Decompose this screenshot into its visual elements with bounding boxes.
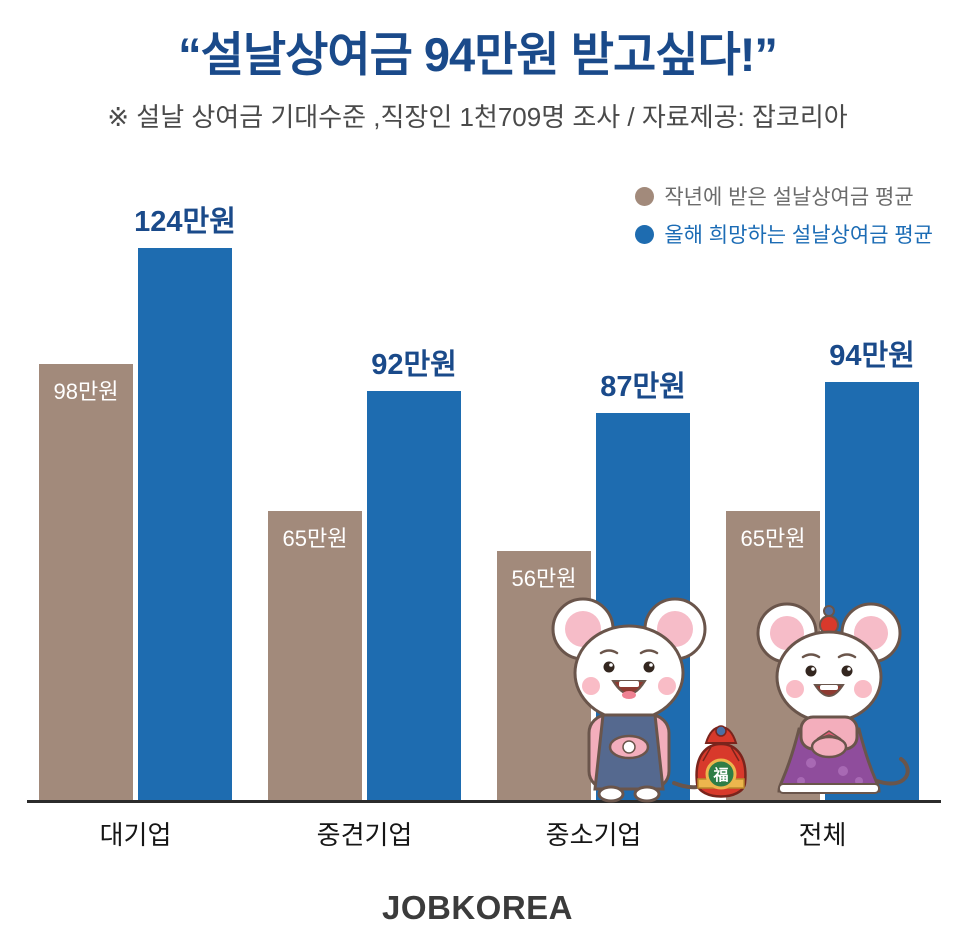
category-label-2: 중소기업 — [545, 820, 642, 850]
mouse-hands — [810, 735, 848, 759]
pouch-knot — [715, 725, 727, 737]
category-label-0: 대기업 — [99, 820, 172, 850]
legend: 작년에 받은 설날상여금 평균 올해 희망하는 설날상여금 평균 — [635, 181, 933, 249]
mouse-tail — [875, 757, 910, 786]
pouch-medallion — [705, 758, 737, 790]
legend-item-this-year: 올해 희망하는 설날상여금 평균 — [635, 219, 933, 249]
bar-group-0: 98만원 124만원 — [39, 198, 236, 800]
legend-dot-last-year — [635, 186, 655, 206]
legend-label-this-year: 올해 희망하는 설날상여금 평균 — [664, 224, 933, 247]
eye-highlight — [811, 667, 815, 671]
bar-value-label: 98만원 — [53, 379, 119, 404]
mouse-girl-mascot — [756, 602, 910, 794]
legend-label-last-year: 작년에 받은 설날상여금 평균 — [664, 186, 914, 209]
mouse-cheek — [854, 680, 872, 698]
eye-highlight — [649, 663, 653, 667]
bar-value-label: 87만원 — [600, 371, 686, 403]
bar-this-year-1 — [367, 391, 461, 800]
skirt-dot — [838, 766, 848, 776]
subtitle: ※ 설날 상여금 기대수준 ,직장인 1천709명 조사 / 자료제공: 잡코리… — [107, 102, 848, 132]
mouse-teeth — [619, 681, 639, 687]
bar-this-year-0 — [138, 248, 232, 800]
skirt-dot — [806, 758, 816, 768]
mouse-cheek — [786, 680, 804, 698]
mouse-eyebrow — [599, 649, 619, 655]
legend-item-last-year: 작년에 받은 설날상여금 평균 — [635, 181, 933, 211]
bar-value-label: 65만원 — [282, 526, 348, 551]
mouse-cheek — [658, 677, 676, 695]
bar-value-label: 65만원 — [740, 526, 806, 551]
bar-value-label: 124만원 — [134, 206, 236, 238]
mouse-eye — [841, 665, 853, 677]
bar-value-label: 56만원 — [511, 566, 577, 591]
bar-chart: 98만원 124만원 65만원 92만원 56만원 87만원 65만원 94만원 — [27, 193, 941, 852]
mouse-cheek — [582, 677, 600, 695]
mouse-eye — [603, 661, 615, 673]
bar-last-year-1: 65만원 — [268, 511, 362, 800]
mouse-teeth — [820, 685, 838, 690]
mouse-foot — [597, 785, 625, 803]
bar-column-1: 92만원 — [367, 341, 461, 800]
eye-highlight — [847, 667, 851, 671]
pouch-pleat — [730, 746, 740, 762]
legend-dot-this-year — [635, 224, 655, 244]
pouch-fortune-character: 福 — [712, 766, 728, 784]
category-label-3: 전체 — [798, 820, 847, 850]
mouse-head — [573, 624, 685, 722]
bar-value-label: 94만원 — [829, 340, 915, 372]
skirt-hem — [778, 783, 880, 794]
mouse-eyebrow — [837, 653, 857, 659]
mouse-eyebrow — [639, 649, 659, 655]
category-label-1: 중견기업 — [316, 820, 413, 850]
mouse-boy-mascot — [551, 597, 714, 803]
mouse-eyebrow — [801, 653, 821, 659]
mascot-illustration: 福 — [551, 597, 910, 803]
mouse-paw — [622, 740, 636, 754]
bar-column-0: 124만원 — [134, 198, 236, 800]
bar-value-label: 92만원 — [371, 349, 457, 381]
jobkorea-logo: JOBKOREA — [381, 889, 574, 926]
mouse-tongue — [622, 691, 636, 699]
category-axis: 대기업 중견기업 중소기업 전체 — [27, 803, 941, 852]
bar-group-1: 65만원 92만원 — [268, 341, 461, 800]
page-title: “설날상여금 94만원 받고싶다!” — [178, 28, 778, 81]
mouse-head — [775, 630, 883, 724]
eye-highlight — [609, 663, 613, 667]
mouse-eye — [805, 665, 817, 677]
mouse-foot — [633, 785, 661, 803]
headpiece-bead — [823, 605, 835, 617]
mouse-eye — [643, 661, 655, 673]
pouch-pleat — [702, 746, 712, 762]
bar-last-year-0: 98만원 — [39, 364, 133, 800]
fortune-pouch: 福 — [695, 725, 747, 798]
